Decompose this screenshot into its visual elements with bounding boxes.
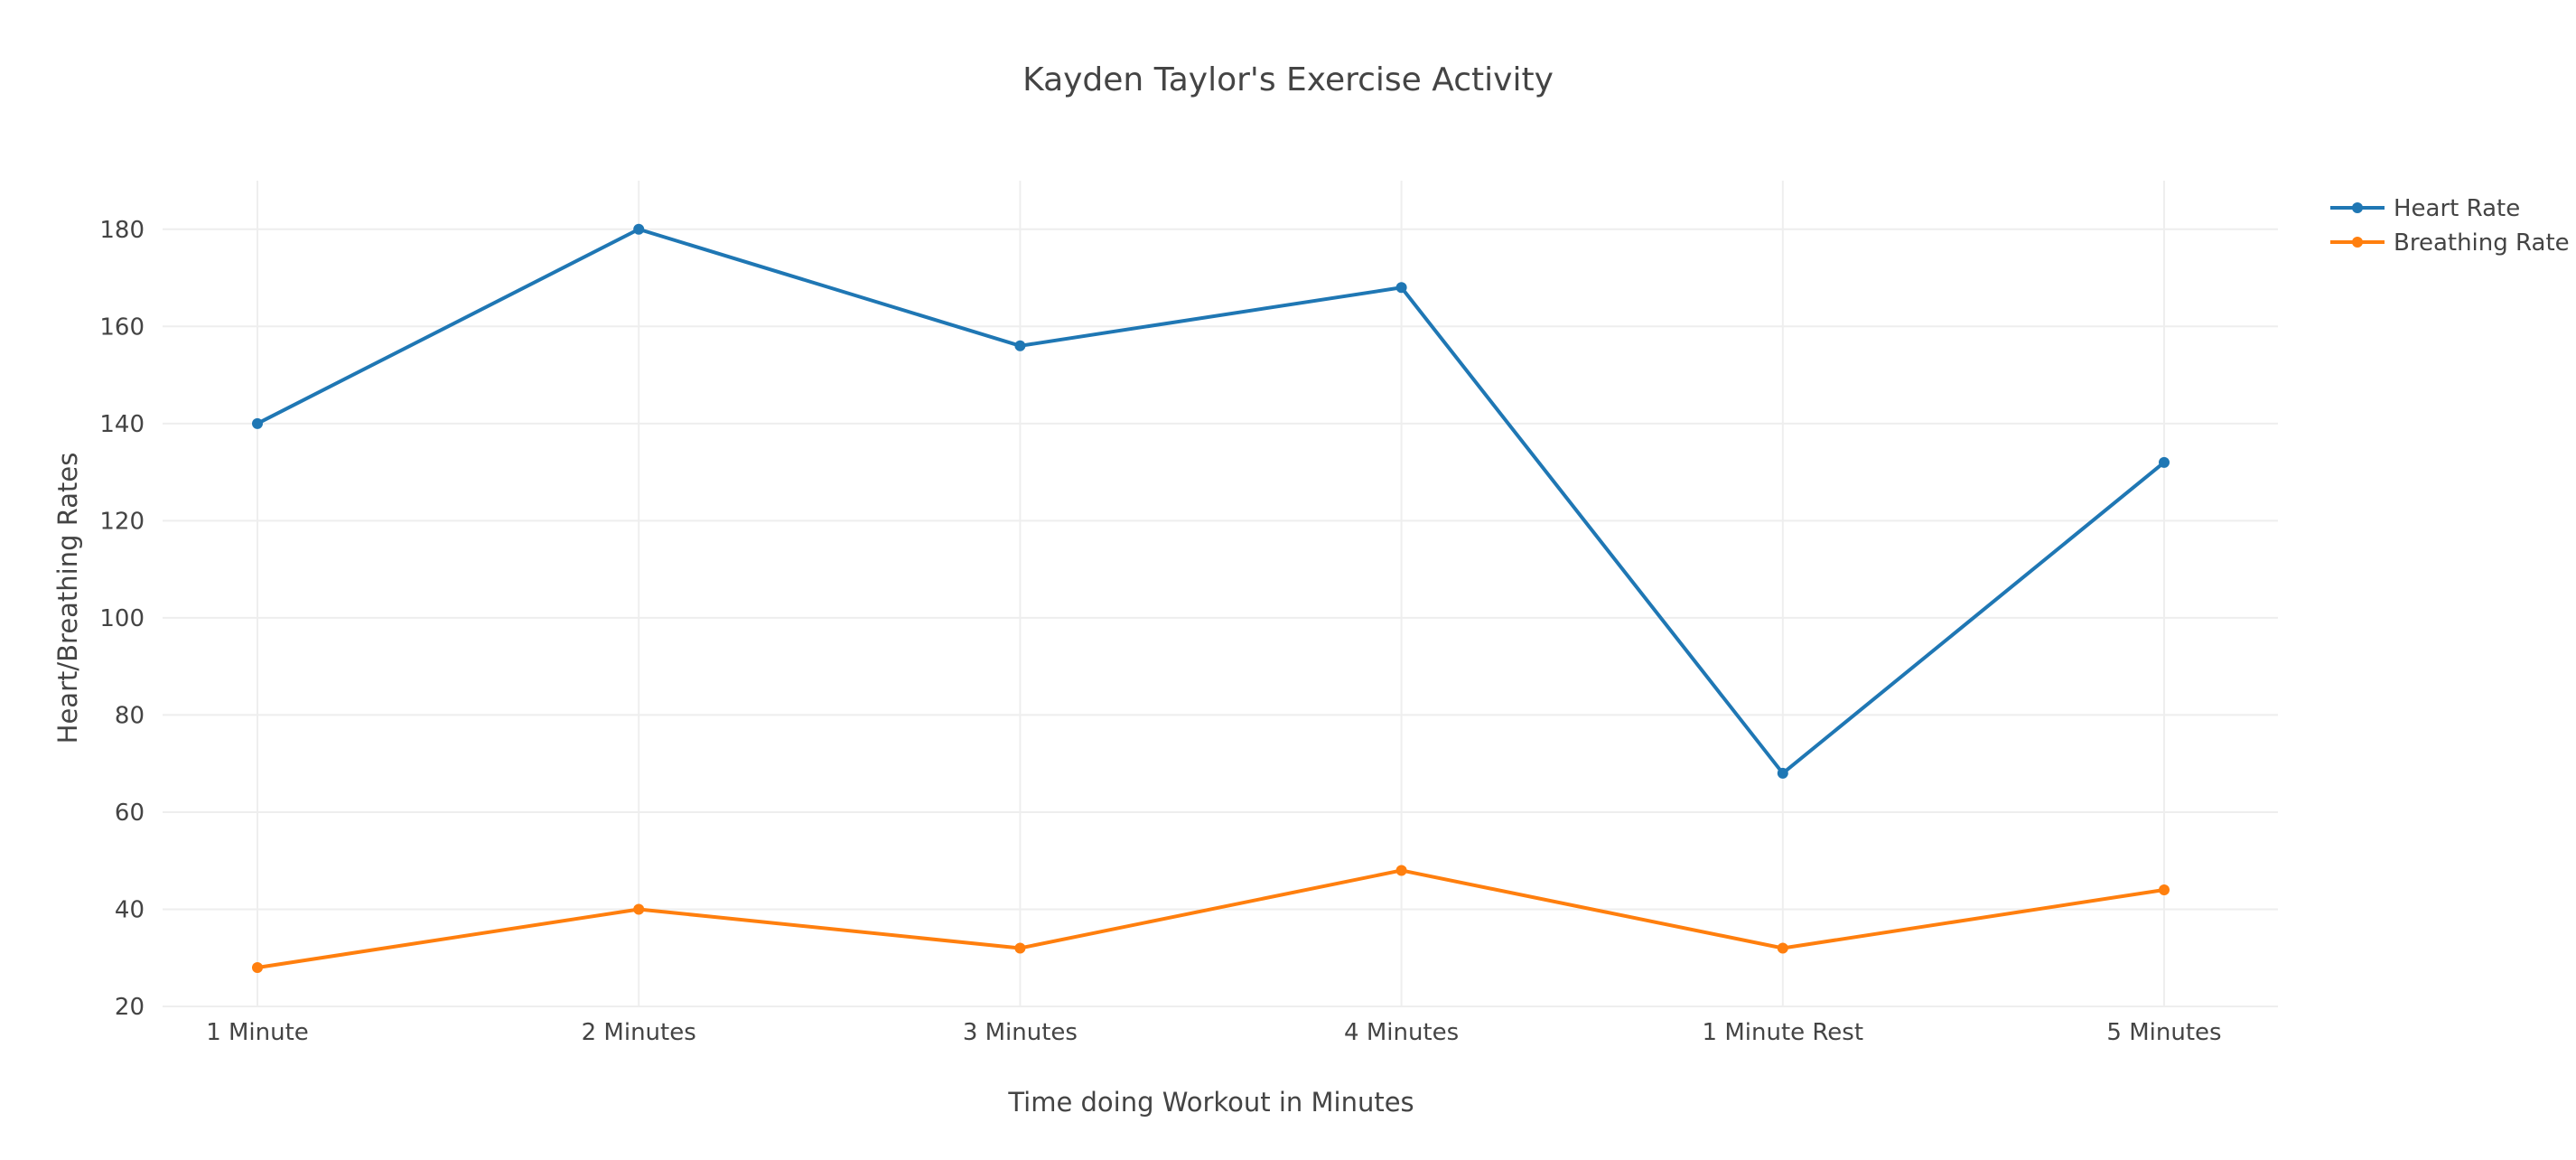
data-point[interactable] (1777, 767, 1788, 779)
data-point[interactable] (1014, 340, 1026, 351)
y-axis-ticks: 20 40 60 80 100 120 140 160 180 (99, 217, 145, 1021)
y-tick-label: 120 (99, 508, 145, 535)
y-tick-label: 60 (115, 800, 145, 827)
x-tick-label: 4 Minutes (1344, 1019, 1459, 1046)
data-point[interactable] (1395, 282, 1407, 294)
x-axis-title: Time doing Workout in Minutes (1007, 1087, 1414, 1118)
grid-layer (163, 181, 2278, 1007)
data-point[interactable] (1395, 865, 1407, 876)
data-point[interactable] (633, 223, 645, 235)
legend-label: Breathing Rate (2394, 229, 2570, 257)
y-axis-title: Heart/Breathing Rates (52, 453, 83, 744)
data-point[interactable] (633, 903, 645, 915)
chart-title: Kayden Taylor's Exercise Activity (1022, 61, 1554, 98)
data-point[interactable] (2159, 884, 2170, 895)
x-tick-label: 1 Minute Rest (1703, 1019, 1864, 1046)
series-layer (252, 223, 2170, 973)
y-tick-label: 160 (99, 313, 145, 341)
legend-item-1[interactable]: Breathing Rate (2330, 229, 2570, 257)
x-tick-label: 2 Minutes (582, 1019, 696, 1046)
data-point[interactable] (252, 961, 263, 973)
legend-marker (2352, 202, 2363, 213)
series-line-1 (257, 868, 2165, 969)
data-point[interactable] (1777, 942, 1788, 954)
legend-item-0[interactable]: Heart Rate (2330, 195, 2520, 222)
x-tick-label: 5 Minutes (2106, 1019, 2221, 1046)
y-tick-label: 20 (115, 994, 145, 1021)
x-tick-label: 1 Minute (206, 1019, 309, 1046)
y-tick-label: 100 (99, 605, 145, 632)
legend[interactable]: Heart Rate Breathing Rate (2330, 195, 2570, 257)
series-line-0 (257, 227, 2166, 775)
legend-label: Heart Rate (2394, 195, 2520, 222)
legend-marker (2352, 237, 2363, 248)
y-tick-label: 140 (99, 411, 145, 438)
y-tick-label: 180 (99, 217, 145, 244)
data-point[interactable] (1014, 942, 1026, 954)
data-point[interactable] (252, 417, 263, 429)
y-tick-label: 80 (115, 702, 145, 729)
x-tick-label: 3 Minutes (963, 1019, 1078, 1046)
y-tick-label: 40 (115, 896, 145, 923)
data-point[interactable] (2159, 456, 2170, 468)
x-axis-ticks: 1 Minute 2 Minutes 3 Minutes 4 Minutes 1 Min… (206, 1019, 2221, 1046)
